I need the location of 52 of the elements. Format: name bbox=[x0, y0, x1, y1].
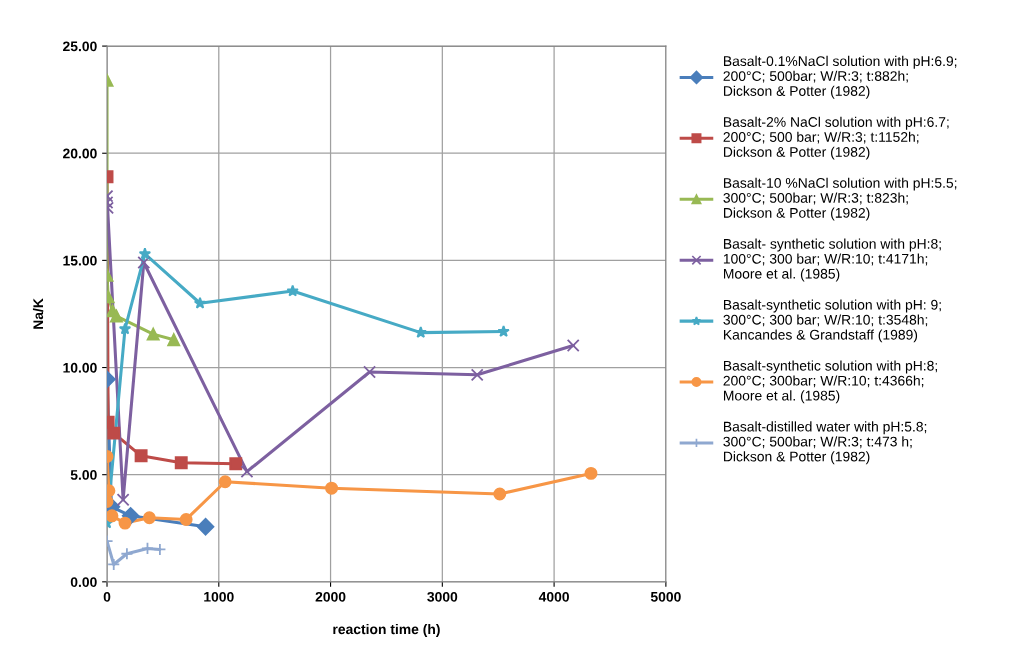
x-tick-label: 1000 bbox=[204, 591, 234, 602]
point bbox=[363, 365, 377, 379]
y-tick-label: 10.00 bbox=[63, 362, 97, 373]
point bbox=[218, 475, 232, 489]
point bbox=[120, 547, 134, 561]
point bbox=[414, 326, 427, 339]
point bbox=[134, 449, 148, 463]
legend-label: Basalt-distilled water with pH:5.8; 300°C; 500bar; W/R:3; t:473 h; Dickson & Potter (1982) bbox=[723, 421, 927, 465]
x-tick-label: 3000 bbox=[427, 591, 458, 602]
y-tick-label: 25.00 bbox=[63, 41, 97, 52]
point bbox=[470, 368, 484, 382]
y-tick-label: 0.00 bbox=[70, 577, 97, 587]
point bbox=[286, 284, 299, 297]
point bbox=[193, 296, 207, 309]
point bbox=[229, 457, 243, 471]
legend-label: Basalt-synthetic solution with pH: 9; 300°C; 300 bar; W/R:10; t:3548h; Kancandes & Grandstaff (1989) bbox=[723, 299, 941, 343]
point bbox=[584, 466, 598, 480]
point bbox=[107, 558, 121, 571]
legend-label: Basalt- synthetic solution with pH:8; 100°C; 300 bar; W/R:10; t:4171h; Moore et al. (1985) bbox=[723, 238, 941, 282]
point bbox=[153, 543, 167, 556]
point bbox=[141, 541, 154, 555]
x-tick-label: 5000 bbox=[650, 591, 681, 602]
point bbox=[107, 426, 121, 440]
point bbox=[174, 456, 188, 470]
point bbox=[167, 333, 181, 347]
x-tick-label: 0 bbox=[103, 591, 111, 602]
point bbox=[240, 465, 254, 479]
y-tick-label: 5.00 bbox=[70, 470, 97, 480]
point bbox=[497, 325, 510, 337]
point bbox=[566, 339, 580, 352]
point bbox=[118, 516, 132, 530]
x-axis-title: reaction time (h) bbox=[333, 623, 440, 637]
y-tick-label: 15.00 bbox=[63, 255, 97, 266]
point bbox=[325, 481, 339, 495]
point bbox=[138, 247, 152, 260]
point bbox=[137, 256, 151, 269]
point bbox=[146, 327, 160, 341]
point bbox=[109, 309, 123, 323]
legend-label: Basalt-10 %NaCl solution with pH:5.5; 300°C; 500bar; W/R:3; t:823h; Dickson & Potter (1982) bbox=[723, 177, 957, 221]
point bbox=[107, 509, 119, 523]
point bbox=[493, 487, 507, 501]
point bbox=[118, 322, 132, 335]
legend-label: Basalt-synthetic solution with pH:8; 200°C; 300bar; W/R:10; t:4366h; Moore et al. (1985) bbox=[723, 360, 937, 404]
point bbox=[179, 513, 193, 526]
x-tick-label: 4000 bbox=[538, 591, 569, 602]
x-tick-label: 2000 bbox=[315, 591, 346, 602]
y-axis-title: Na/K bbox=[32, 298, 44, 329]
point bbox=[116, 493, 130, 507]
point bbox=[142, 511, 156, 525]
legend-label: Basalt-2% NaCl solution with pH:6.7; 200°C; 500 bar; W/R:3; t:1152h; Dickson & Potter (1982) bbox=[723, 116, 949, 160]
legend-label: Basalt-0.1%NaCl solution with pH:6.9; 200°C; 500bar; W/R:3; t:882h; Dickson & Potter (1982) bbox=[723, 55, 957, 99]
y-tick-label: 20.00 bbox=[63, 148, 97, 159]
